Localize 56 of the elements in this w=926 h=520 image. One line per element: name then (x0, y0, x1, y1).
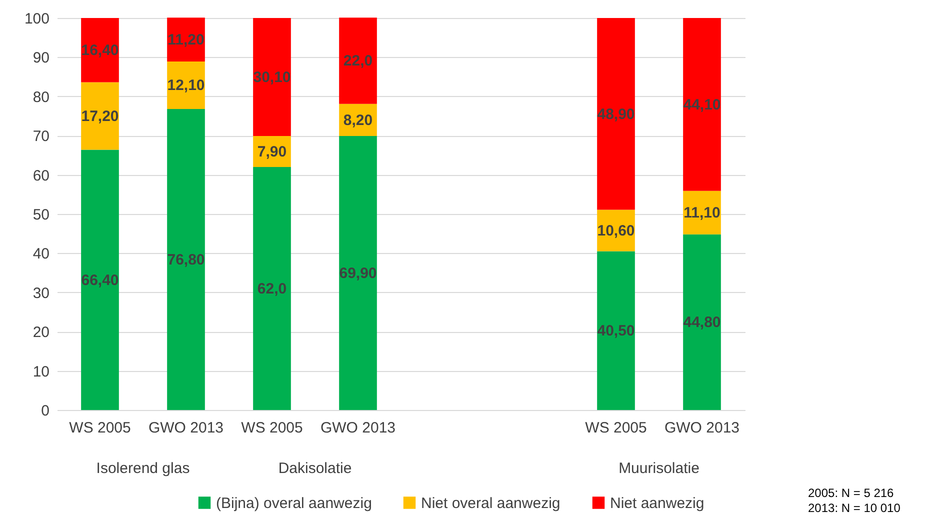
legend-label: Niet overal aanwezig (421, 494, 560, 512)
y-tick-label: 10 (32, 363, 50, 380)
bar (683, 234, 721, 410)
y-tick-label: 60 (32, 167, 50, 184)
data-label: 11,20 (168, 32, 204, 49)
text: 2005: N = 5 216 (808, 486, 895, 501)
x-tick-label: GWO 2013 (664, 420, 740, 436)
y-tick-label: 50 (32, 206, 50, 224)
data-label: 30,10 (253, 68, 291, 86)
data-label: 66,40 (81, 272, 119, 289)
bar (81, 82, 119, 150)
data-label: 44,10 (683, 96, 721, 114)
x-tick-label: WS 2005 (69, 420, 131, 436)
bar (253, 18, 291, 136)
bar (339, 136, 377, 410)
x-tick-label: WS 2005 (241, 420, 303, 436)
y-tick-label: 0 (41, 402, 50, 420)
data-label: 12,10 (167, 77, 205, 94)
text: 2013: N = 10 010 (808, 501, 900, 516)
text: Muurisolatie (618, 460, 700, 477)
y-tick-label: 100 (24, 10, 50, 28)
bar (253, 166, 291, 410)
y-tick-label: 80 (32, 88, 50, 106)
bar (81, 18, 119, 82)
x-tick-label: GWO 2013 (148, 420, 224, 436)
data-label: 40,50 (597, 322, 635, 340)
bar (683, 18, 721, 191)
data-label: 7,90 (257, 143, 287, 160)
data-label: 48,90 (597, 106, 635, 123)
bar (597, 251, 635, 410)
data-label: 8,20 (343, 112, 373, 129)
data-label: 17,20 (81, 108, 119, 125)
data-label: 69,90 (339, 264, 377, 282)
data-label: 22,0 (343, 52, 373, 70)
data-label: 62,0 (257, 280, 287, 298)
bar (339, 18, 377, 104)
legend-label: Niet aanwezig (610, 494, 704, 512)
text: Dakisolatie (278, 460, 352, 477)
data-label: 11,10 (684, 204, 720, 222)
data-label: 10,60 (597, 222, 635, 240)
data-label: 76,80 (167, 251, 205, 268)
data-label: 44,80 (683, 314, 721, 332)
bar (167, 108, 205, 410)
legend-label: (Bijna) overal aanwezig (216, 494, 372, 512)
y-tick-label: 90 (32, 50, 50, 67)
y-tick-label: 30 (32, 284, 50, 302)
text: Isolerend glas (96, 460, 190, 477)
y-tick-label: 70 (32, 128, 50, 146)
bar (81, 150, 119, 410)
x-tick-label: WS 2005 (585, 420, 647, 436)
bar (597, 18, 635, 210)
y-tick-label: 20 (32, 324, 50, 342)
x-tick-label: GWO 2013 (320, 420, 396, 436)
y-tick-label: 40 (32, 246, 50, 263)
data-label: 16,40 (81, 42, 119, 60)
bar (167, 62, 205, 109)
